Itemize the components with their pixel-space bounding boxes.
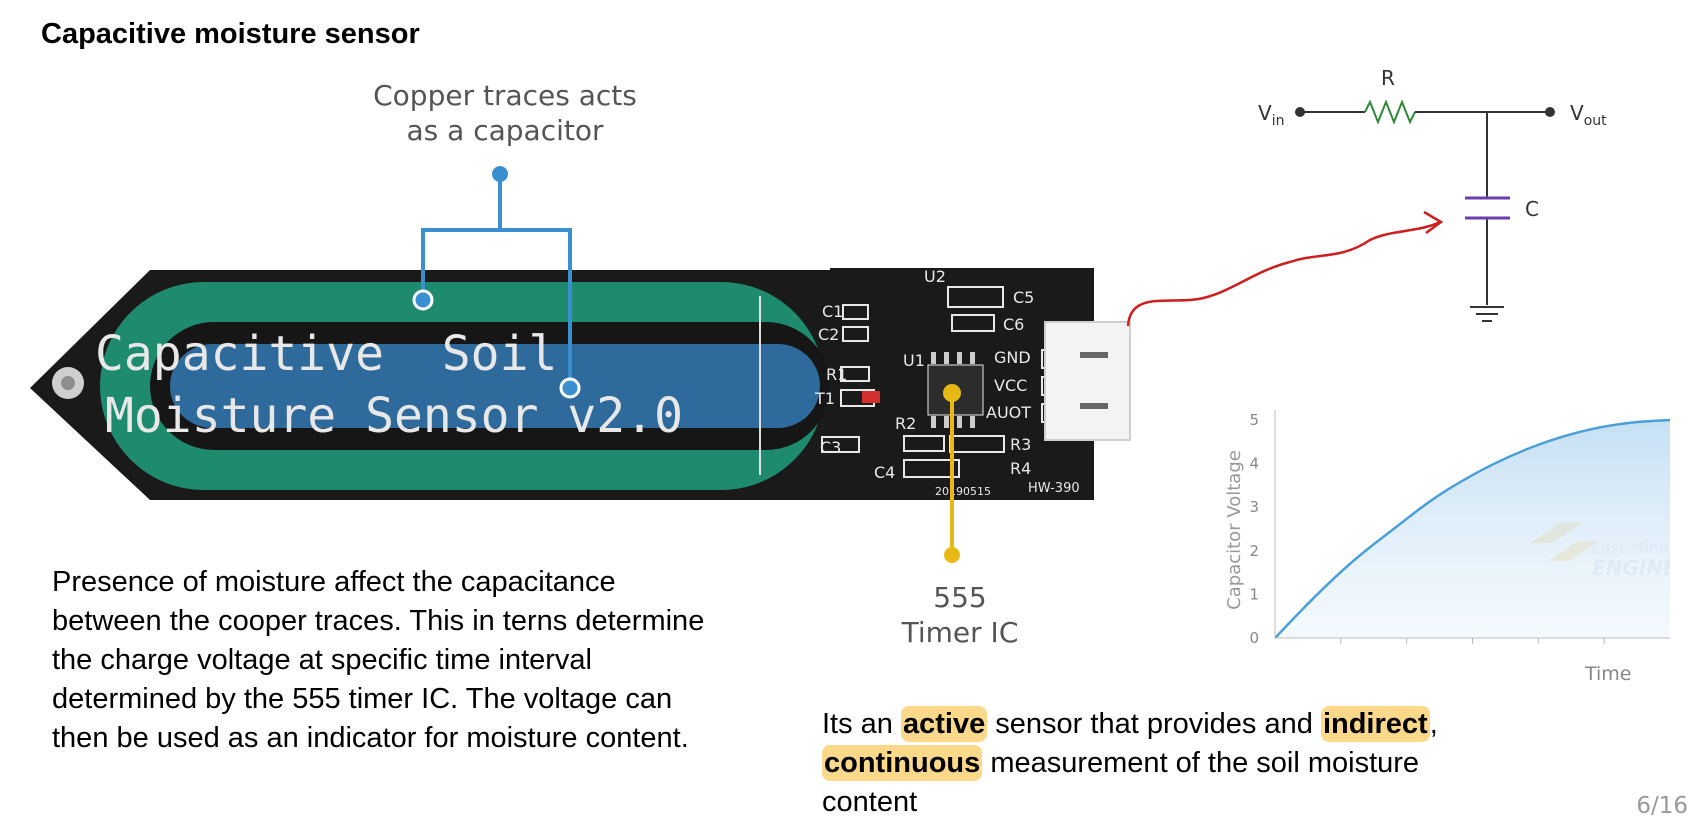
model-label: HW-390	[1028, 481, 1080, 496]
copper-callout: Copper traces acts as a capacitor	[355, 78, 655, 148]
chart-ytick-label: 0	[1249, 629, 1259, 647]
chart-ytick-label: 5	[1249, 411, 1259, 429]
highlight-active: active	[901, 706, 988, 742]
chart-ytick-label: 4	[1249, 455, 1259, 473]
vin-label: Vin	[1258, 101, 1284, 129]
summary-part-3: ,	[1429, 708, 1438, 740]
sensor-label-line1: Capacitive Soil	[95, 326, 557, 382]
comp-c6: C6	[1003, 315, 1024, 334]
sensor-label-line2: Moisture Sensor v2.0	[105, 388, 683, 444]
resistor-symbol	[1364, 99, 1416, 125]
vout-label: Vout	[1570, 101, 1607, 129]
highlight-indirect: indirect	[1320, 706, 1430, 742]
component-labels: U2 C5 C1 C6 C2 U1 GND R1 VCC T1 R2 AUOT …	[814, 267, 1034, 482]
comp-c1: C1	[822, 302, 843, 321]
timer-callout-dot-end	[944, 547, 960, 563]
chart-ytick-label: 3	[1249, 498, 1259, 516]
comp-r2: R2	[895, 414, 916, 433]
copper-callout-lines	[421, 175, 572, 388]
chip-pins	[931, 352, 975, 428]
summary-part-4: measurement of the soil moisture content	[822, 747, 1420, 818]
comp-c3: C3	[820, 438, 841, 457]
comp-c5: C5	[1013, 288, 1034, 307]
summary-text: Its an active sensor that provides and i…	[822, 705, 1522, 822]
comp-t1: T1	[814, 389, 835, 408]
summary-part-1: Its an	[822, 708, 901, 740]
timer-callout-line1: 555	[933, 581, 987, 614]
comp-r1: R1	[826, 365, 847, 384]
comp-auot: AUOT	[986, 403, 1031, 422]
comp-c4: C4	[874, 463, 895, 482]
vin-node	[1295, 107, 1305, 117]
slide-title: Capacitive moisture sensor	[41, 18, 420, 50]
vout-node	[1545, 107, 1555, 117]
chart-xlabel: Time	[1584, 663, 1632, 685]
led-t1	[862, 391, 880, 403]
timer-callout: 555 Timer IC	[860, 580, 1060, 650]
comp-u2: U2	[924, 267, 946, 286]
rc-circuit: Vin Vout R C	[1258, 66, 1607, 322]
chart-ytick-label: 2	[1249, 542, 1259, 560]
comp-r4: R4	[1010, 459, 1031, 478]
comp-vcc: VCC	[994, 376, 1027, 395]
comp-gnd: GND	[994, 348, 1031, 367]
timer-callout-dot-chip	[943, 384, 961, 402]
date-code: 20190515	[935, 485, 991, 498]
copper-callout-line2: as a capacitor	[406, 114, 604, 147]
copper-callout-line1: Copper traces acts	[373, 79, 637, 112]
capacitor-label: C	[1525, 197, 1539, 221]
chart-area-fill	[1275, 420, 1670, 638]
resistor-label: R	[1381, 66, 1395, 90]
copper-callout-dot-inner	[559, 377, 581, 399]
comp-u1: U1	[903, 351, 925, 370]
summary-part-2: sensor that provides and	[987, 708, 1321, 740]
timer-callout-line2: Timer IC	[901, 616, 1019, 649]
copper-callout-top-dot	[492, 166, 508, 182]
copper-trace-inner	[170, 344, 820, 428]
connector	[1044, 321, 1131, 441]
chart-ylabel: Capacitor Voltage	[1224, 450, 1245, 610]
comp-r3: R3	[1010, 435, 1031, 454]
highlight-continuous: continuous	[822, 745, 983, 781]
annotation-arrow-head	[1423, 210, 1444, 235]
chart-ytick-label: 1	[1249, 585, 1259, 603]
annotation-arrow	[1126, 220, 1441, 327]
page-indicator: 6/16	[1636, 793, 1688, 819]
chart-series-line	[1274, 418, 1670, 639]
copper-callout-dot-outer	[412, 289, 434, 311]
description-text: Presence of moisture affect the capacita…	[52, 566, 705, 754]
comp-c2: C2	[818, 325, 839, 344]
